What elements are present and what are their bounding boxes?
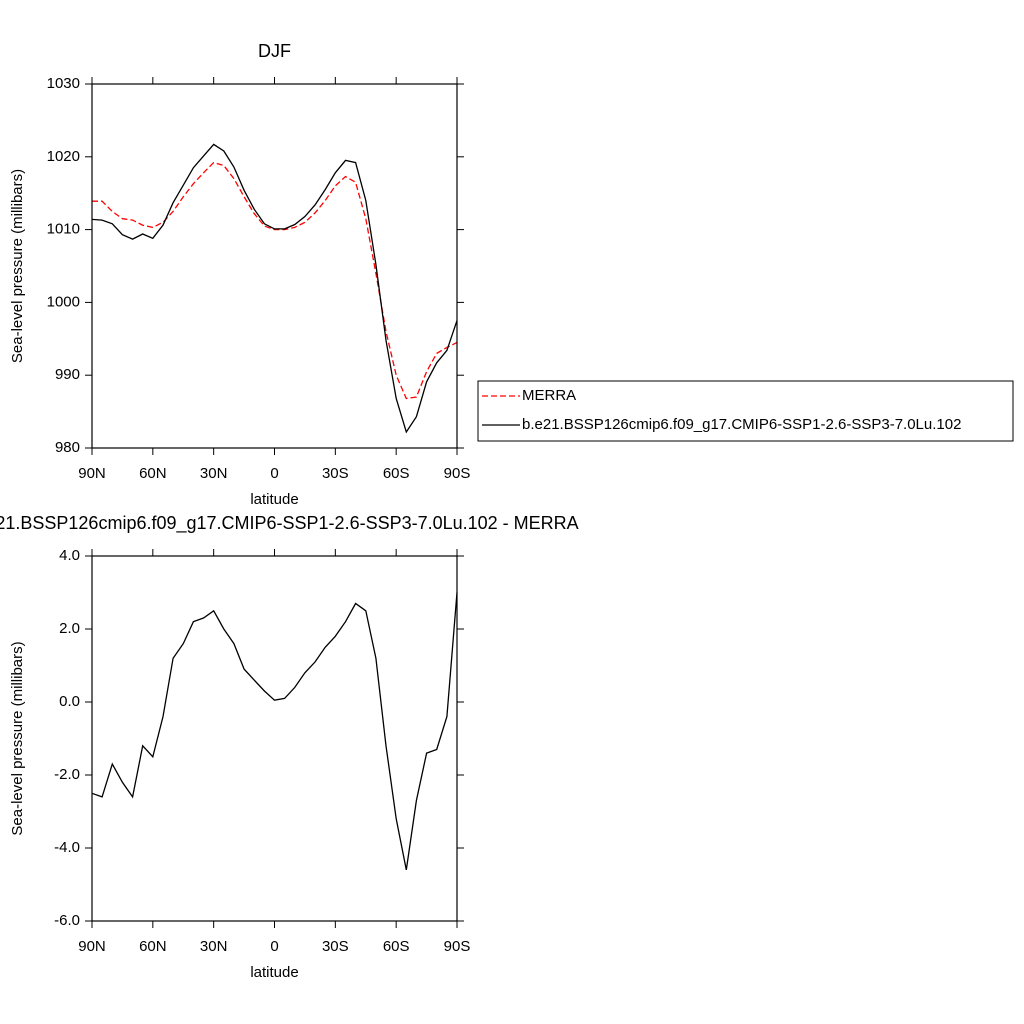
data-line (91, 592, 458, 871)
x-tick-label: 30S (322, 465, 349, 482)
x-tick-label: 60N (139, 465, 167, 482)
y-tick-label: 990 (55, 366, 80, 383)
legend-label: MERRA (522, 387, 576, 404)
data-line (92, 161, 458, 400)
y-tick-label: -4.0 (54, 839, 80, 856)
x-tick-label: 90S (444, 465, 471, 482)
y-tick-label: -2.0 (54, 766, 80, 783)
y-tick-label: 0.0 (59, 693, 80, 710)
x-tick-label: 30S (322, 938, 349, 955)
y-tick-label: -6.0 (54, 912, 80, 929)
x-tick-label: 30N (200, 465, 228, 482)
x-tick-label: 60N (139, 938, 167, 955)
legend-box (477, 380, 1014, 442)
y-tick-label: 1000 (47, 293, 80, 310)
y-tick-label: 1030 (47, 75, 80, 92)
x-tick-label: 0 (270, 938, 278, 955)
x-tick-label: 90S (444, 938, 471, 955)
y-tick-label: 1020 (47, 148, 80, 165)
legend-label: b.e21.BSSP126cmip6.f09_g17.CMIP6-SSP1-2.… (522, 416, 961, 433)
y-axis-label: Sea-level pressure (millibars) (9, 641, 26, 835)
x-axis-label: latitude (250, 491, 298, 508)
y-tick-label: 980 (55, 439, 80, 456)
x-tick-label: 90N (78, 938, 106, 955)
chart-title: b.e21.BSSP126cmip6.f09_g17.CMIP6-SSP1-2.… (0, 513, 579, 534)
x-tick-label: 90N (78, 465, 106, 482)
plot-frame (91, 555, 458, 922)
plot-frame (91, 83, 458, 449)
x-tick-label: 0 (270, 465, 278, 482)
x-axis-label: latitude (250, 964, 298, 981)
x-tick-label: 60S (383, 465, 410, 482)
y-axis-label: Sea-level pressure (millibars) (9, 169, 26, 363)
y-tick-label: 2.0 (59, 620, 80, 637)
y-tick-label: 4.0 (59, 547, 80, 564)
data-line (91, 143, 458, 434)
x-tick-label: 60S (383, 938, 410, 955)
x-tick-label: 30N (200, 938, 228, 955)
chart-title: DJF (258, 41, 291, 61)
y-tick-label: 1010 (47, 221, 80, 238)
